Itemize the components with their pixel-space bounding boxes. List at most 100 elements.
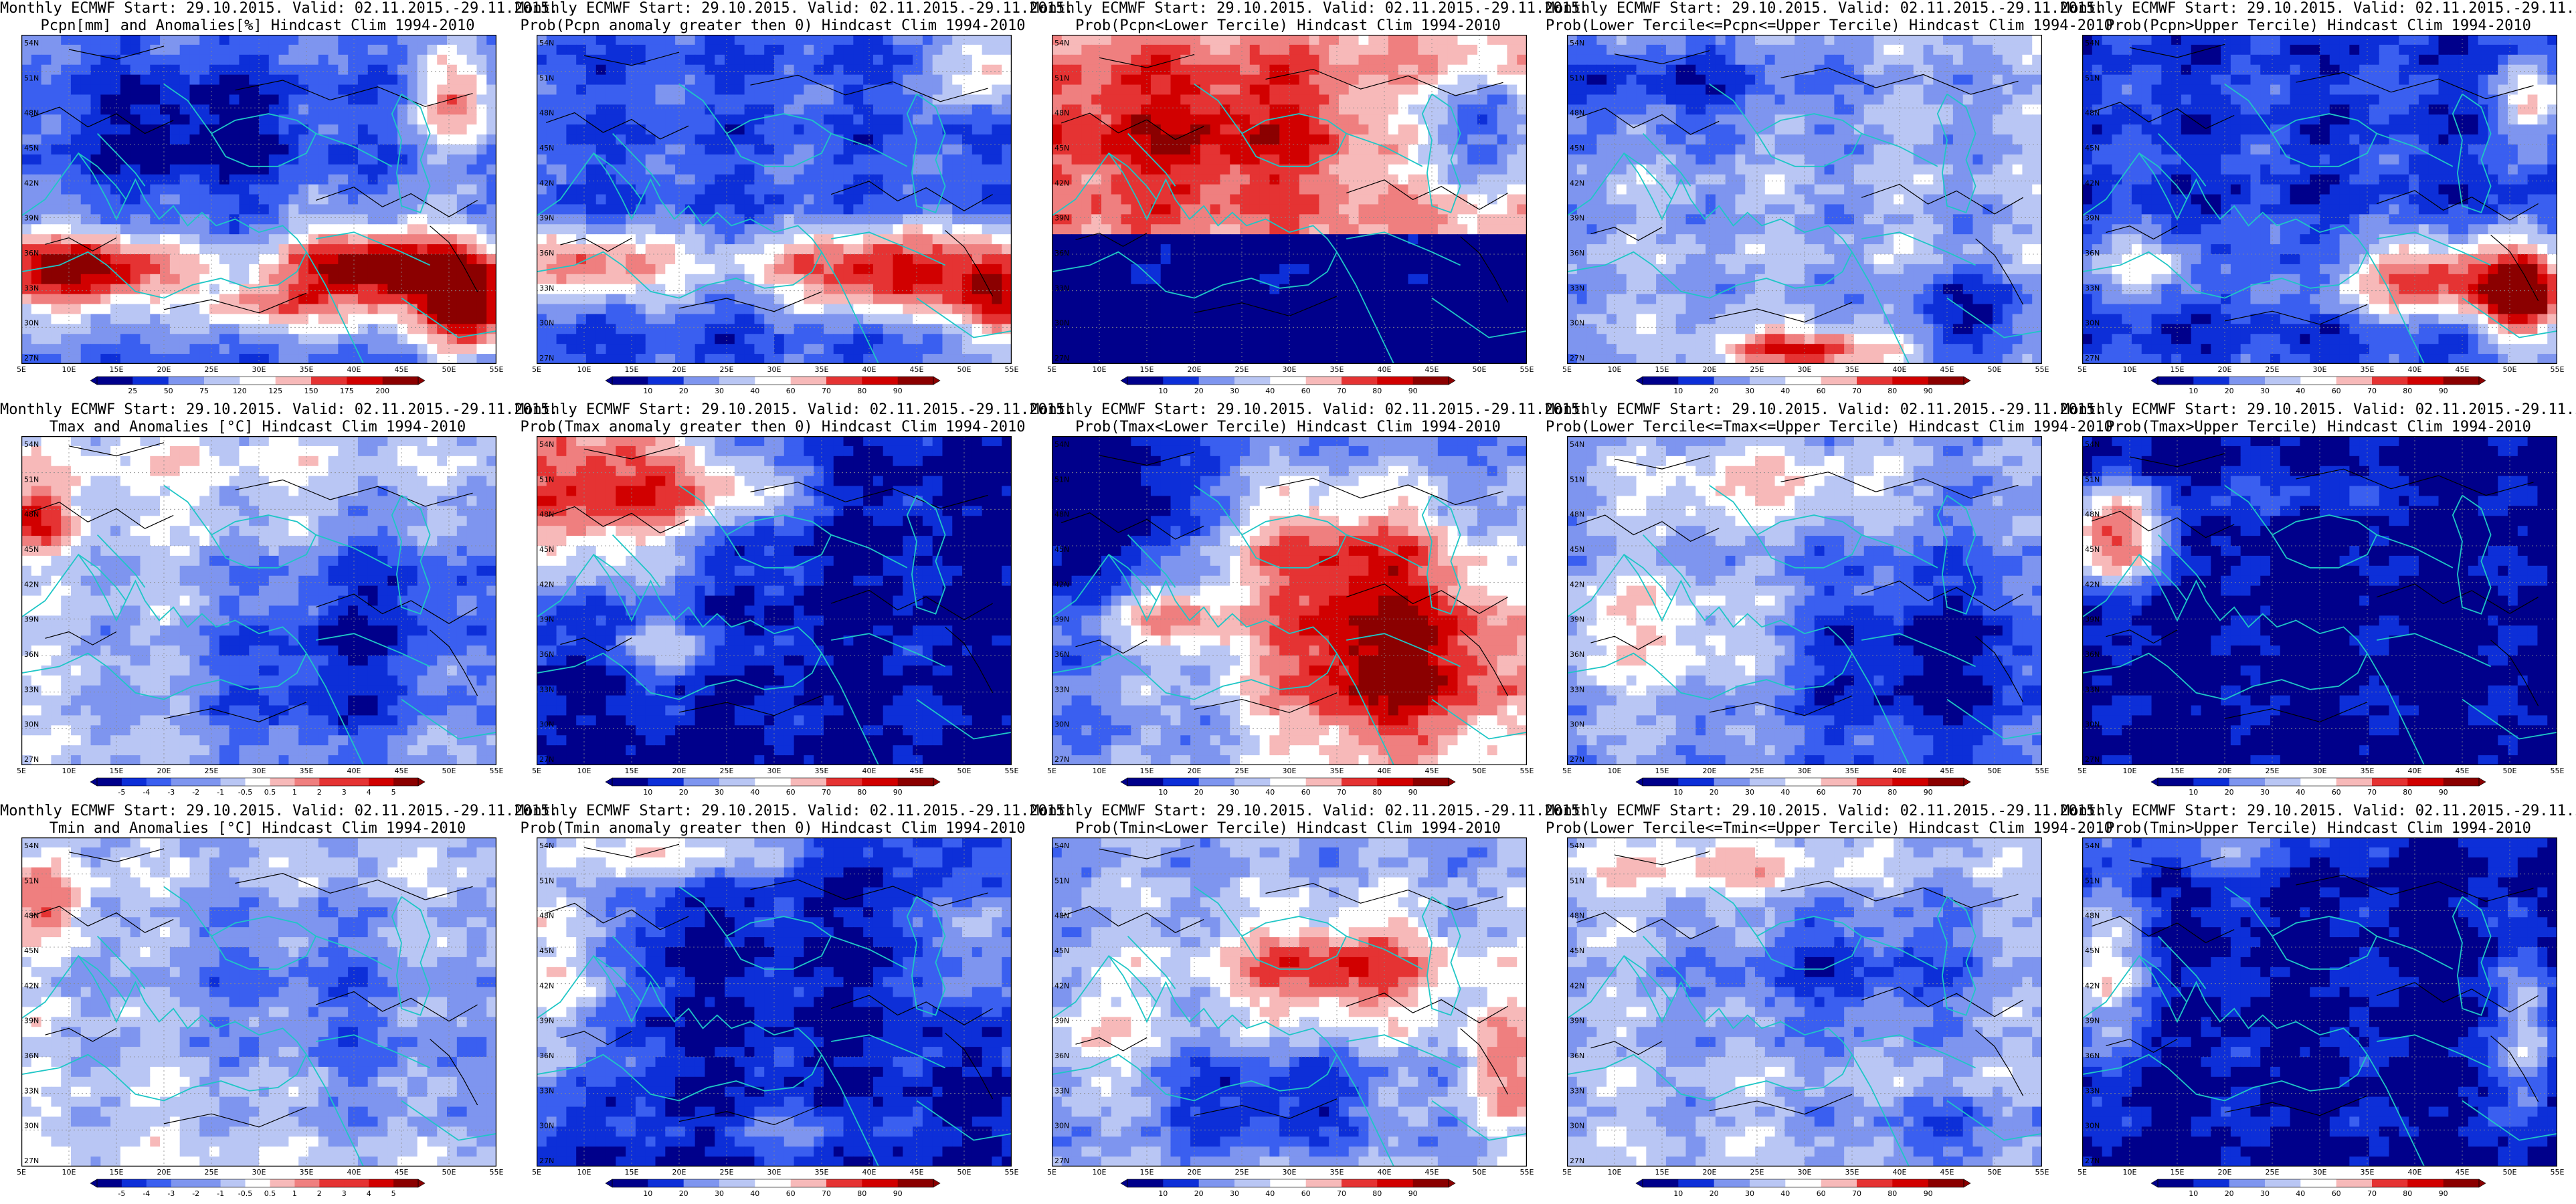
longitude-axis: 5E 10E 15E 20E 25E 30E 35E 40E 45E 50E 55E xyxy=(17,767,503,775)
longitude-label: 30E xyxy=(767,767,781,775)
latitude-label: 42N xyxy=(24,179,39,187)
longitude-label: 50E xyxy=(957,365,972,374)
longitude-label: 20E xyxy=(157,767,171,775)
color-bar-label: 20 xyxy=(679,387,688,395)
forecast-map: 54N 51N 48N 45N 42N 39N 36N 33N 30N 27N xyxy=(2082,436,2557,765)
map-frame xyxy=(2082,35,2557,364)
color-bar-label: 80 xyxy=(1888,1189,1897,1198)
longitude-label: 55E xyxy=(490,1168,503,1177)
color-bar-segment xyxy=(826,1179,862,1187)
longitude-label: 10E xyxy=(2123,1168,2137,1177)
lat-lon-grid xyxy=(1567,436,2042,765)
longitude-label: 25E xyxy=(1235,1168,1249,1177)
color-bar-segment xyxy=(2193,377,2229,385)
color-bar-segment xyxy=(1234,1179,1271,1187)
color-bar-label: 40 xyxy=(2296,788,2305,797)
latitude-label: 33N xyxy=(2085,284,2100,292)
latitude-label: 33N xyxy=(1570,685,1584,694)
color-bar-label: 30 xyxy=(2260,788,2270,797)
color-bar-label: 80 xyxy=(1372,788,1382,797)
color-bar-left-arrow xyxy=(90,777,98,787)
shaded-field xyxy=(1567,837,2042,1167)
color-bar-segment xyxy=(1127,778,1164,786)
latitude-label: 36N xyxy=(24,249,39,258)
coastlines xyxy=(2082,886,2557,1167)
latitude-label: 51N xyxy=(2085,475,2100,484)
longitude-label: 50E xyxy=(957,767,972,775)
color-bar-label: -0.5 xyxy=(238,1189,252,1198)
color-bar-segment xyxy=(146,778,172,786)
longitude-label: 35E xyxy=(2361,767,2375,775)
longitude-label: 35E xyxy=(300,1168,314,1177)
color-bar-label: 30 xyxy=(1745,1189,1754,1198)
longitude-axis: 5E 10E 15E 20E 25E 30E 35E 40E 45E 50E 55E xyxy=(1562,365,2049,374)
color-bar-label: 5 xyxy=(391,1189,396,1198)
latitude-label: 48N xyxy=(2085,510,2100,519)
color-bar-segment xyxy=(1342,1179,1378,1187)
longitude-label: 40E xyxy=(347,767,361,775)
panel-title-line2: Prob(Lower Tercile<=Tmax<=Upper Tercile)… xyxy=(1546,419,2113,436)
color-bar-segment xyxy=(369,778,394,786)
latitude-label: 30N xyxy=(24,319,39,328)
latitude-label: 54N xyxy=(539,841,554,850)
panel-title-line1: Monthly ECMWF Start: 29.10.2015. Valid: … xyxy=(1546,401,2104,419)
latitude-label: 36N xyxy=(24,1051,39,1060)
longitude-label: 55E xyxy=(2551,767,2564,775)
latitude-label: 51N xyxy=(539,74,554,82)
forecast-map: 54N 51N 48N 45N 42N 39N 36N 33N 30N 27N xyxy=(21,837,496,1167)
latitude-label: 39N xyxy=(1054,1017,1069,1025)
longitude-label: 5E xyxy=(1562,767,1572,775)
panel-title-line2: Tmax and Anomalies [°C] Hindcast Clim 19… xyxy=(0,419,515,436)
longitude-axis: 5E 10E 15E 20E 25E 30E 35E 40E 45E 50E 55E xyxy=(17,1168,503,1177)
color-bar-label: 70 xyxy=(2367,788,2377,797)
latitude-label: 30N xyxy=(2085,319,2100,328)
latitude-label: 33N xyxy=(1570,1086,1584,1095)
longitude-label: 50E xyxy=(1988,365,2002,374)
longitude-label: 25E xyxy=(1235,767,1249,775)
color-bar-segment xyxy=(2407,778,2444,786)
latitude-label: 42N xyxy=(1054,580,1069,589)
panel-title-line2: Prob(Pcpn>Upper Tercile) Hindcast Clim 1… xyxy=(2061,17,2576,35)
longitude-label: 5E xyxy=(1562,1168,1572,1177)
color-bar-segment xyxy=(245,778,270,786)
latitude-label: 36N xyxy=(539,249,554,258)
color-bar-label: 2 xyxy=(317,1189,322,1198)
map-frame xyxy=(21,837,496,1167)
color-bar-segment xyxy=(2443,1179,2480,1187)
longitude-label: 35E xyxy=(815,767,829,775)
color-bar-outline xyxy=(1642,777,1964,787)
longitude-label: 40E xyxy=(862,365,877,374)
coastlines xyxy=(537,485,1012,765)
forecast-map: 54N 51N 48N 45N 42N 39N 36N 33N 30N 27N xyxy=(2082,35,2557,364)
longitude-label: 20E xyxy=(1703,767,1717,775)
latitude-label: 42N xyxy=(539,580,554,589)
latitude-label: 33N xyxy=(1054,1086,1069,1095)
latitude-label: 27N xyxy=(539,755,554,764)
color-bar-segment xyxy=(1234,377,1271,385)
latitude-label: 36N xyxy=(539,650,554,659)
latitude-label: 36N xyxy=(539,1051,554,1060)
longitude-label: 50E xyxy=(2503,1168,2517,1177)
latitude-label: 39N xyxy=(24,615,39,624)
map-frame xyxy=(537,436,1012,765)
color-bar-segment xyxy=(1928,1179,1964,1187)
latitude-label: 30N xyxy=(24,720,39,729)
color-bar-label: 200 xyxy=(375,387,389,395)
panel-title-line1: Monthly ECMWF Start: 29.10.2015. Valid: … xyxy=(515,401,1073,419)
shaded-field xyxy=(2082,837,2557,1167)
longitude-axis: 5E 10E 15E 20E 25E 30E 35E 40E 45E 50E 55E xyxy=(532,767,1018,775)
color-bar-outline xyxy=(1642,1179,1964,1188)
longitude-label: 20E xyxy=(672,365,686,374)
latitude-label: 48N xyxy=(1054,510,1069,519)
color-bar-label: 20 xyxy=(679,1189,688,1198)
latitude-label: 30N xyxy=(1054,319,1069,328)
longitude-label: 35E xyxy=(815,1168,829,1177)
latitude-label: 33N xyxy=(24,685,39,694)
longitude-label: 10E xyxy=(62,365,76,374)
color-bar-segment xyxy=(1821,377,1857,385)
color-bar-segment xyxy=(1785,778,1821,786)
color-bar-segment xyxy=(2300,1179,2336,1187)
color-bar-label: 70 xyxy=(1852,387,1861,395)
color-bar-label: 80 xyxy=(1888,387,1897,395)
panel-title-line2: Prob(Pcpn<Lower Tercile) Hindcast Clim 1… xyxy=(1030,17,1546,35)
